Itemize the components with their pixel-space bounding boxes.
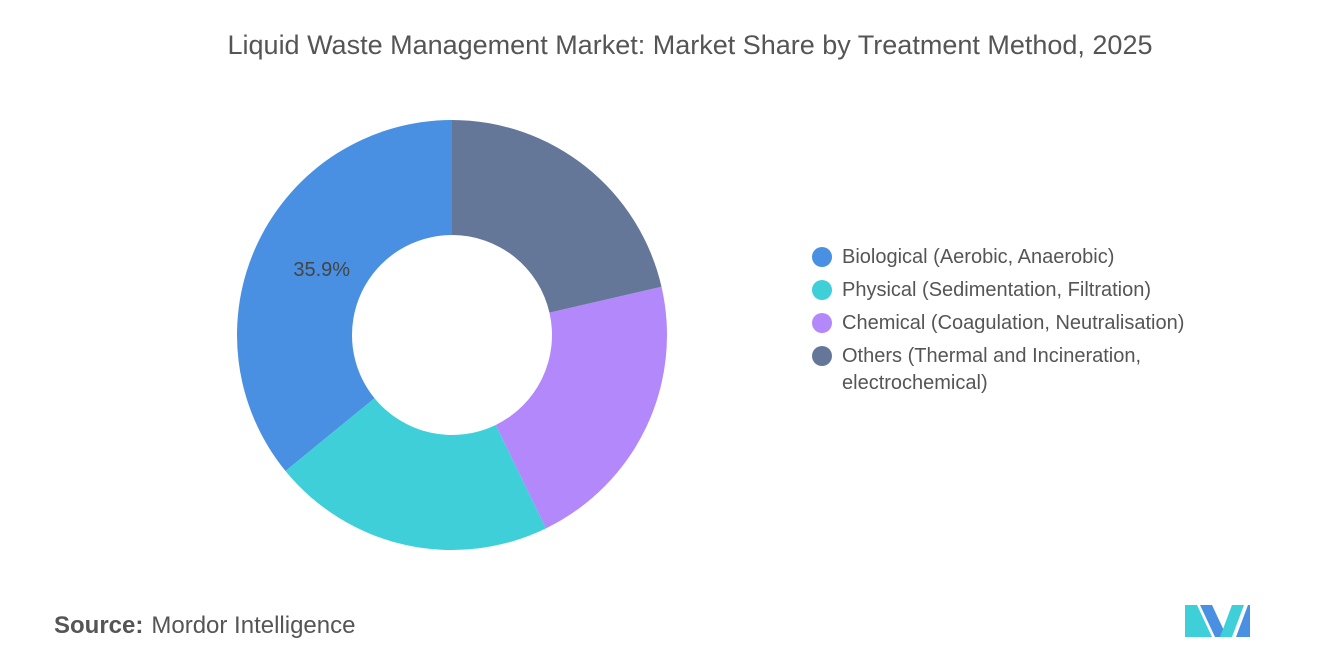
legend-label: Others (Thermal and Incineration, electr… bbox=[842, 345, 1142, 394]
legend-marker bbox=[812, 346, 832, 366]
legend-item: Physical (Sedimentation, Filtration) bbox=[812, 277, 1232, 304]
legend-label: Chemical (Coagulation, Neutralisation) bbox=[842, 312, 1185, 334]
donut-slice bbox=[285, 398, 546, 550]
legend-label: Biological (Aerobic, Anaerobic) bbox=[842, 246, 1115, 268]
legend-item: Biological (Aerobic, Anaerobic) bbox=[812, 244, 1232, 271]
donut-slice bbox=[237, 120, 452, 472]
source-text: Mordor Intelligence bbox=[151, 612, 356, 639]
legend-label: Physical (Sedimentation, Filtration) bbox=[842, 279, 1152, 301]
legend-item: Others (Thermal and Incineration, electr… bbox=[812, 343, 1232, 397]
donut-slice bbox=[495, 286, 667, 529]
source-label: Source: bbox=[54, 612, 144, 639]
legend-marker bbox=[812, 247, 832, 267]
value-label: 35.9% bbox=[293, 259, 350, 281]
legend-marker bbox=[812, 280, 832, 300]
legend-marker bbox=[812, 313, 832, 333]
legend-item: Chemical (Coagulation, Neutralisation) bbox=[812, 310, 1232, 337]
logo bbox=[1185, 605, 1250, 637]
source: Source: Mordor Intelligence bbox=[54, 612, 355, 640]
legend: Biological (Aerobic, Anaerobic) Physical … bbox=[812, 244, 1232, 403]
chart-title: Liquid Waste Management Market: Market S… bbox=[227, 30, 1153, 60]
donut-slice bbox=[452, 120, 662, 313]
